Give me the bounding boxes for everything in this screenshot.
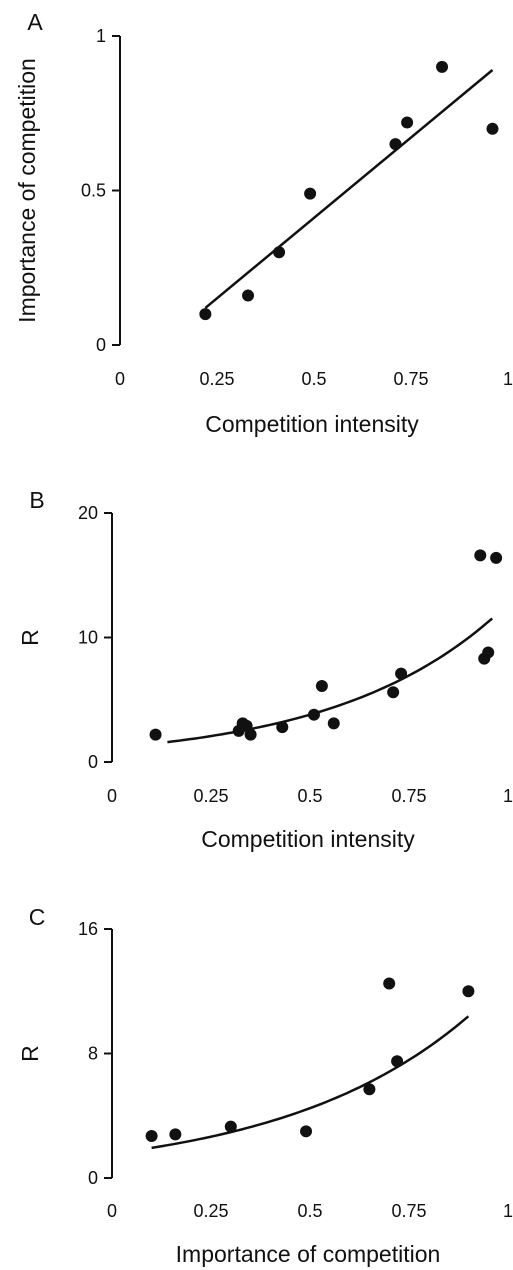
data-point [363, 1083, 376, 1096]
fit-curve [151, 1015, 470, 1150]
y-axis-label: R [17, 629, 43, 646]
x-tick-label: 1 [503, 369, 513, 389]
x-tick-label: 0 [107, 786, 117, 806]
x-tick-label: 1 [503, 786, 513, 806]
data-point [276, 721, 289, 734]
data-point [436, 60, 449, 73]
x-tick-label: 0.75 [391, 786, 426, 806]
y-axis-label: Importance of competition [14, 58, 40, 323]
data-point [145, 1129, 158, 1142]
x-tick-label: 0 [115, 369, 125, 389]
data-point [273, 246, 286, 259]
x-tick-label: 0 [107, 1201, 117, 1221]
x-tick-label: 0.25 [199, 369, 234, 389]
panel-letter: C [29, 904, 46, 930]
data-point [383, 977, 396, 990]
panel-letter: B [29, 487, 44, 513]
y-tick-label: 0 [96, 335, 106, 355]
data-point [391, 1055, 404, 1068]
x-tick-label: 0.75 [391, 1201, 426, 1221]
data-point [242, 289, 255, 302]
data-point [389, 138, 402, 151]
x-tick-label: 0.25 [193, 1201, 228, 1221]
y-tick-label: 20 [78, 503, 98, 523]
y-tick-label: 0 [88, 1168, 98, 1188]
x-tick-label: 0.25 [193, 786, 228, 806]
data-point [387, 686, 400, 699]
x-tick-label: 0.5 [297, 786, 322, 806]
data-point [327, 717, 340, 730]
data-point [462, 985, 475, 998]
data-point [486, 122, 499, 135]
fit-curve [167, 617, 494, 744]
data-point [224, 1120, 237, 1133]
panel-letter: A [27, 9, 43, 35]
data-point [169, 1128, 182, 1141]
data-point [199, 308, 212, 321]
x-tick-label: 1 [503, 1201, 513, 1221]
data-point [300, 1125, 313, 1138]
chart-panel-c: C 0 8 16 0 0.25 0.5 0.75 1 Importance of competit… [17, 904, 513, 1267]
chart-panel-a: A 0 0.5 1 0 0.25 0.5 0.75 1 Competition intensity… [14, 9, 513, 437]
data-point [401, 116, 414, 129]
data-point [490, 551, 503, 564]
y-tick-label: 0 [88, 752, 98, 772]
x-tick-label: 0.5 [301, 369, 326, 389]
y-tick-label: 10 [78, 628, 98, 648]
fit-curve [204, 69, 494, 309]
data-point [482, 646, 495, 659]
y-tick-label: 16 [78, 919, 98, 939]
data-point [474, 549, 487, 562]
data-point [307, 708, 320, 721]
y-tick-label: 0.5 [81, 181, 106, 201]
data-point [395, 667, 408, 680]
data-point [149, 728, 162, 741]
y-tick-label: 1 [96, 26, 106, 46]
data-point [315, 680, 328, 693]
x-tick-label: 0.75 [393, 369, 428, 389]
x-tick-label: 0.5 [297, 1201, 322, 1221]
x-axis-label: Competition intensity [205, 411, 419, 437]
y-tick-label: 8 [88, 1044, 98, 1064]
data-point [304, 187, 317, 200]
x-axis-label: Competition intensity [201, 826, 415, 852]
x-axis-label: Importance of competition [176, 1241, 441, 1267]
data-point [244, 728, 257, 741]
y-axis-label: R [17, 1045, 43, 1062]
chart-panel-b: B 0 10 20 0 0.25 0.5 0.75 1 Competition intensity… [17, 487, 513, 852]
